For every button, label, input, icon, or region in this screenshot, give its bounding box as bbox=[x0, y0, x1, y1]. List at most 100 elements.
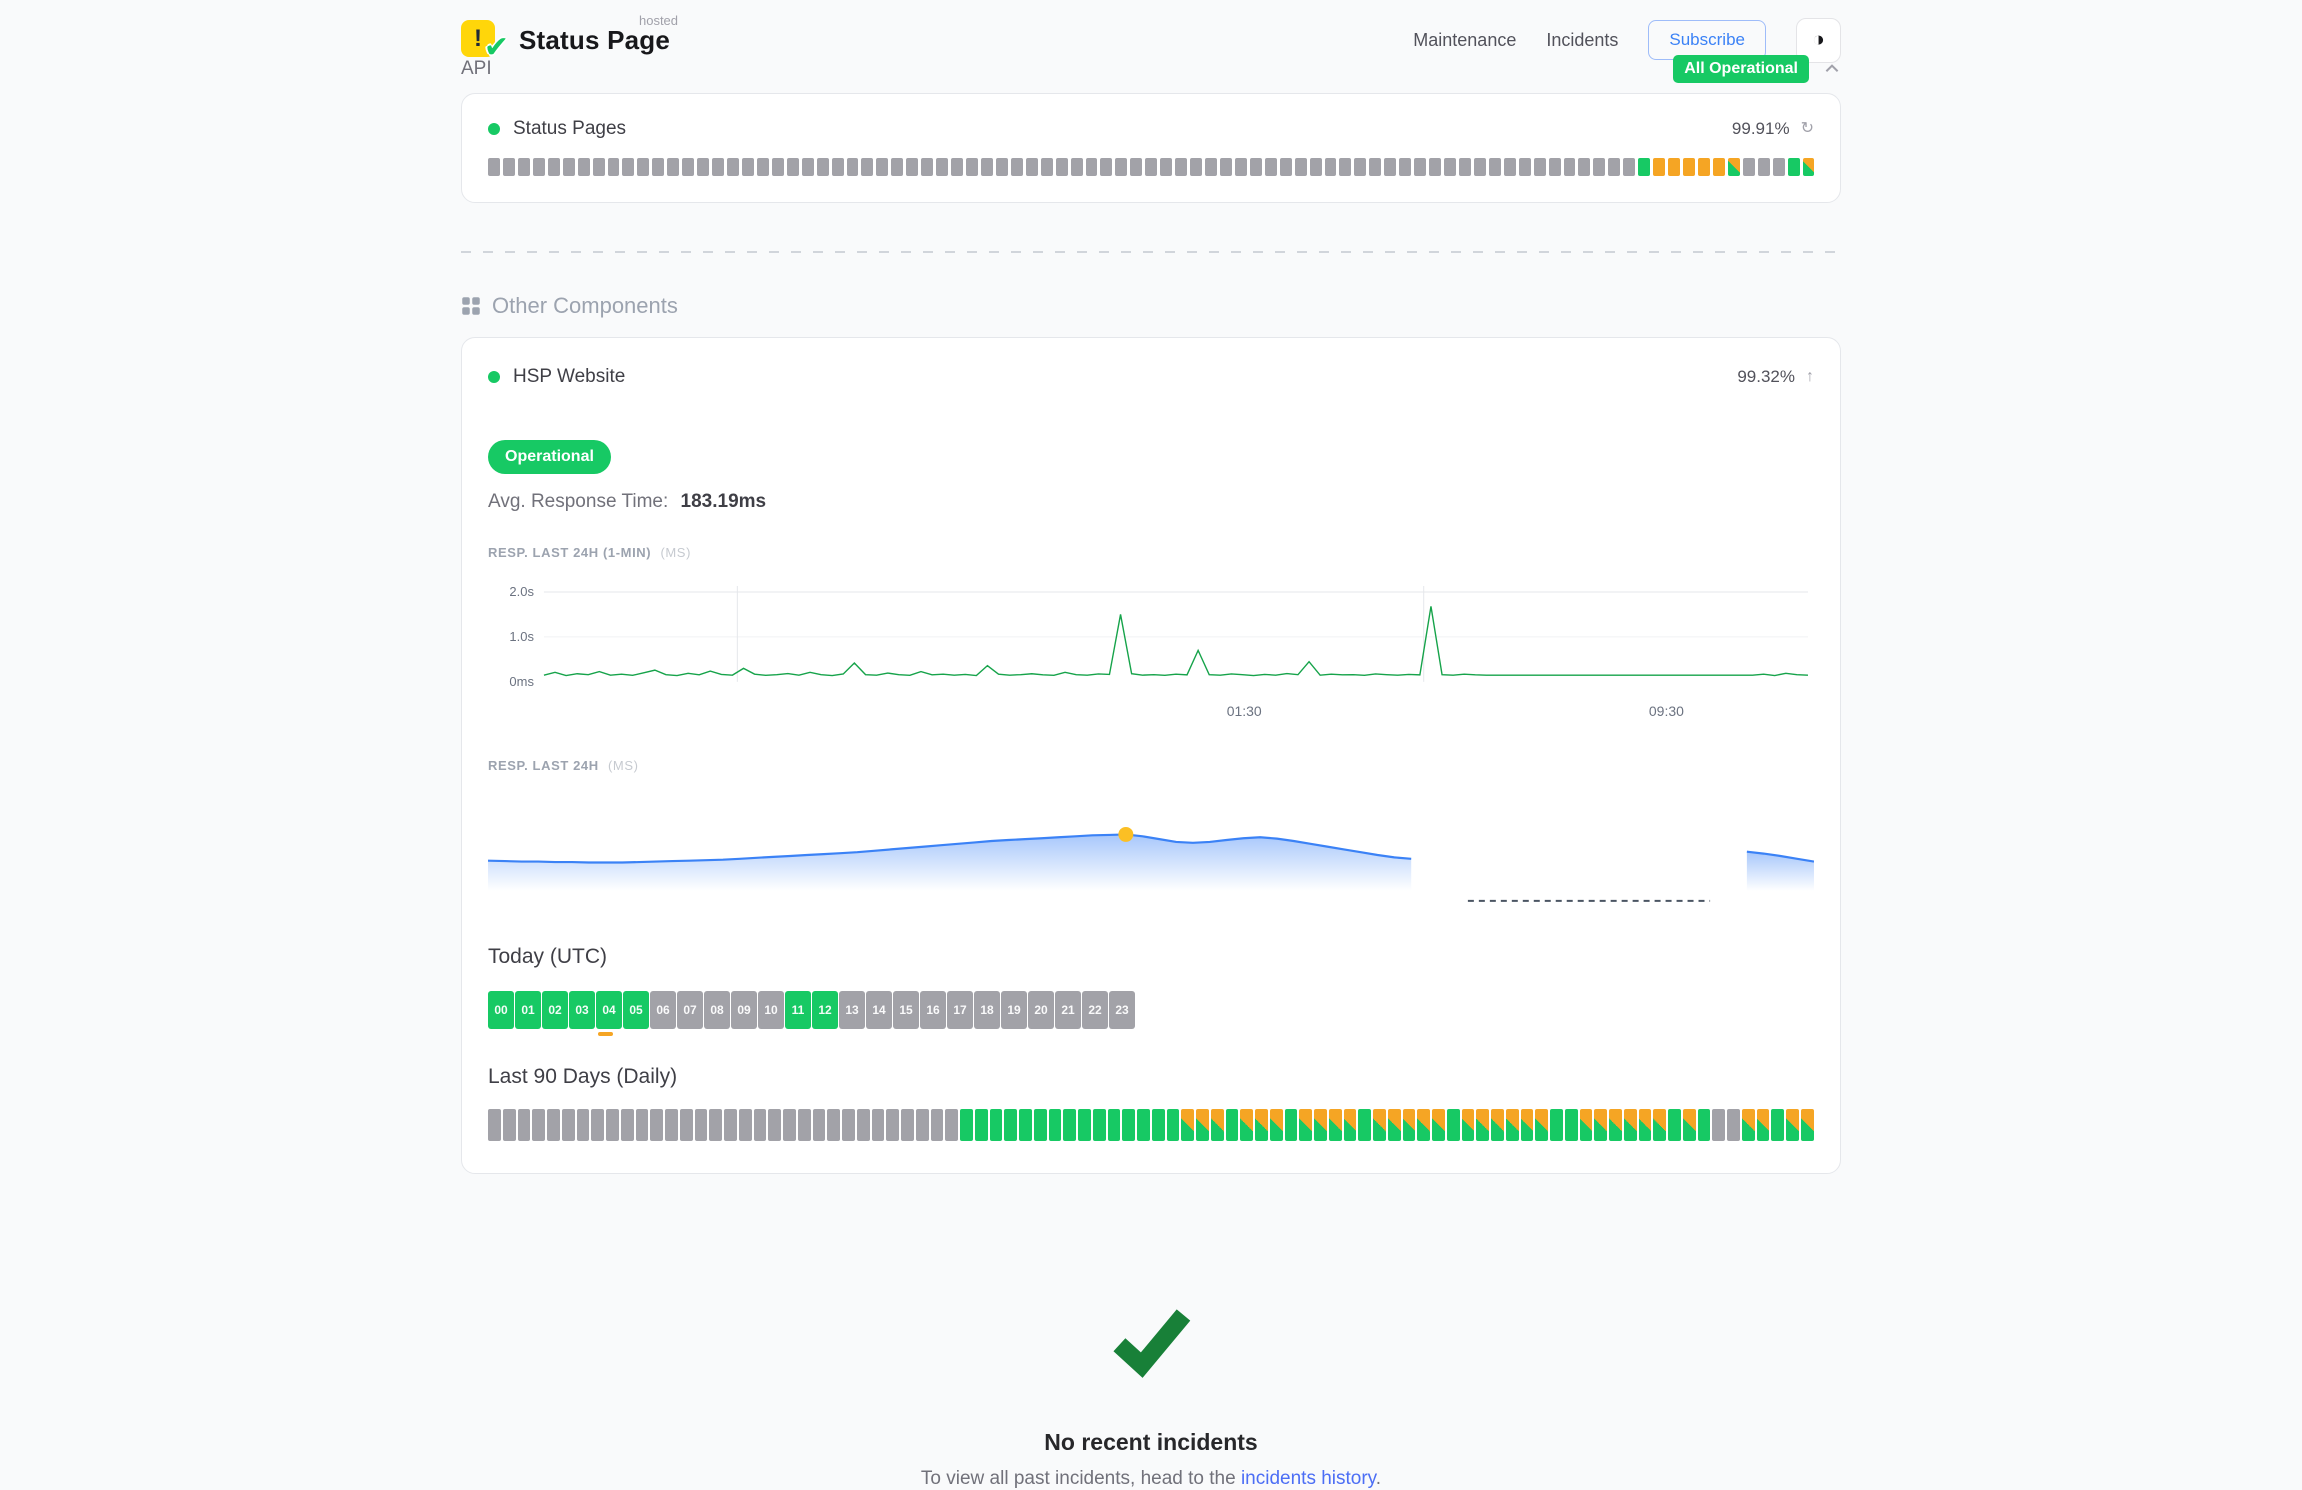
hour-block-04: 04 bbox=[596, 990, 622, 1036]
day-segment bbox=[1033, 1108, 1047, 1141]
uptime-segment bbox=[1234, 158, 1247, 176]
hour-block-21: 21 bbox=[1055, 990, 1081, 1029]
uptime-segment bbox=[936, 158, 949, 176]
hsp-website-card: HSP Website 99.32% ↑ Operational Avg. Re… bbox=[461, 337, 1841, 1174]
day-segment bbox=[1609, 1108, 1622, 1141]
uptime-segment bbox=[1145, 158, 1158, 176]
uptime-segment bbox=[1608, 158, 1621, 176]
uptime-segment bbox=[741, 158, 754, 176]
uptime-segment bbox=[1160, 158, 1173, 176]
incidents-history-link[interactable]: incidents history bbox=[1240, 1467, 1376, 1489]
nav-incidents[interactable]: Incidents bbox=[1546, 29, 1619, 50]
day-segment bbox=[945, 1108, 958, 1141]
day-segment bbox=[1432, 1108, 1445, 1141]
day-segment bbox=[1756, 1108, 1770, 1141]
uptime-segment bbox=[517, 158, 530, 176]
today-hours-bar: 00 01 02 03 04 05 06 07 08 09 10 11 12 13 14 15 16 17 18 19… bbox=[488, 990, 1135, 1036]
day-segment bbox=[517, 1108, 531, 1141]
uptime-segment bbox=[1369, 158, 1382, 176]
uptime-segment bbox=[1518, 158, 1531, 176]
day-segment bbox=[1181, 1108, 1194, 1141]
chart-label-text: RESP. LAST 24H bbox=[488, 757, 599, 773]
uptime-segment bbox=[1010, 158, 1023, 176]
chart-label-unit: (MS) bbox=[607, 757, 639, 773]
day-segment bbox=[1269, 1108, 1283, 1141]
hour-block-15: 15 bbox=[893, 990, 919, 1029]
brand-logo[interactable]: ! ✔ Status Page hosted bbox=[461, 13, 678, 64]
day-segment bbox=[1107, 1108, 1121, 1141]
brand-title: Status Page bbox=[519, 24, 671, 55]
hour-block-05: 05 bbox=[623, 990, 649, 1029]
hour-block-14: 14 bbox=[866, 990, 892, 1029]
hour-block-03: 03 bbox=[569, 990, 595, 1029]
hint-suffix: . bbox=[1375, 1467, 1382, 1489]
uptime-segment bbox=[667, 158, 680, 176]
uptime-segment bbox=[532, 158, 545, 176]
day-segment bbox=[1373, 1108, 1386, 1141]
uptime-segment bbox=[1309, 158, 1322, 176]
brand-superscript: hosted bbox=[638, 12, 679, 28]
avg-response-label: Avg. Response Time: bbox=[488, 491, 669, 512]
day-segment bbox=[1697, 1108, 1711, 1141]
uptime-segment bbox=[562, 158, 575, 176]
uptime-segment bbox=[891, 158, 904, 176]
day-segment bbox=[1255, 1108, 1268, 1141]
uptime-segment bbox=[1444, 158, 1456, 176]
component-row-hsp-website: HSP Website 99.32% ↑ bbox=[488, 366, 1814, 388]
check-logo-icon: ✔ bbox=[483, 31, 509, 64]
day-segment bbox=[1682, 1108, 1696, 1141]
day-segment bbox=[1476, 1108, 1489, 1141]
uptime-segment bbox=[771, 158, 784, 176]
uptime-segment bbox=[1548, 158, 1561, 176]
day-segment bbox=[547, 1108, 560, 1141]
uptime-segment bbox=[592, 158, 605, 176]
day-segment bbox=[1210, 1108, 1224, 1141]
day-segment bbox=[1078, 1108, 1091, 1141]
day-segment bbox=[738, 1108, 752, 1141]
day-segment bbox=[694, 1108, 708, 1141]
subscribe-button[interactable]: Subscribe bbox=[1648, 20, 1766, 60]
day-segment bbox=[1623, 1108, 1637, 1141]
day-segment bbox=[1800, 1108, 1814, 1141]
day-segment bbox=[915, 1108, 929, 1141]
operational-badge: Operational bbox=[488, 440, 611, 474]
chart-label-text: RESP. LAST 24H (1-MIN) bbox=[488, 545, 652, 560]
uptime-segment bbox=[801, 158, 814, 176]
day-segment bbox=[871, 1108, 885, 1141]
uptime-segment bbox=[1205, 158, 1217, 176]
chevron-up-icon[interactable] bbox=[1823, 60, 1841, 78]
uptime-segment bbox=[1100, 158, 1113, 176]
uptime-segment bbox=[1070, 158, 1083, 176]
nav-maintenance[interactable]: Maintenance bbox=[1413, 29, 1517, 50]
collapse-arrow-icon[interactable]: ↑ bbox=[1806, 368, 1814, 385]
other-components-title: Other Components bbox=[492, 293, 678, 318]
header: ! ✔ Status Page hosted Maintenance Incid… bbox=[461, 0, 1841, 64]
uptime-segment bbox=[756, 158, 769, 176]
last-90-days-bar bbox=[488, 1108, 1814, 1141]
uptime-segment bbox=[1384, 158, 1397, 176]
day-segment bbox=[1461, 1108, 1475, 1141]
uptime-segment bbox=[1683, 158, 1695, 176]
status-dot bbox=[488, 371, 500, 383]
hour-block-12: 12 bbox=[812, 990, 838, 1029]
uptime-segment bbox=[1130, 158, 1143, 176]
day-segment bbox=[930, 1108, 944, 1141]
day-segment bbox=[1786, 1108, 1799, 1141]
hour-block-18: 18 bbox=[974, 990, 1000, 1029]
avg-response-value: 183.19ms bbox=[680, 491, 767, 512]
day-segment bbox=[1048, 1108, 1062, 1141]
day-segment bbox=[1004, 1108, 1017, 1141]
day-segment bbox=[974, 1108, 988, 1141]
uptime-segment bbox=[1399, 158, 1412, 176]
day-segment bbox=[989, 1108, 1003, 1141]
day-segment bbox=[1240, 1108, 1253, 1141]
api-section-title: API bbox=[461, 58, 492, 79]
uptime-segment bbox=[1488, 158, 1501, 176]
refresh-icon[interactable]: ↻ bbox=[1800, 120, 1814, 137]
day-segment bbox=[1505, 1108, 1519, 1141]
uptime-segment bbox=[1712, 158, 1725, 176]
day-segment bbox=[1196, 1108, 1209, 1141]
uptime-segment bbox=[1757, 158, 1770, 176]
uptime-segment bbox=[712, 158, 724, 176]
svg-text:01:30: 01:30 bbox=[1227, 703, 1262, 719]
